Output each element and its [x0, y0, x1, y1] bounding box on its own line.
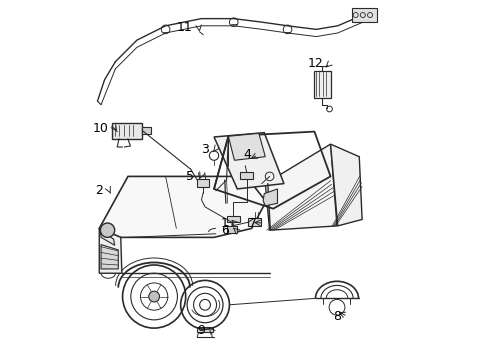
Polygon shape — [142, 127, 151, 134]
Text: 6: 6 — [221, 224, 229, 237]
Polygon shape — [99, 228, 122, 273]
Polygon shape — [227, 226, 237, 233]
Polygon shape — [247, 218, 260, 226]
Text: 8: 8 — [333, 310, 341, 323]
Text: 10: 10 — [92, 122, 108, 135]
Polygon shape — [314, 71, 330, 98]
Polygon shape — [351, 8, 376, 22]
Polygon shape — [112, 123, 142, 139]
Text: 1: 1 — [220, 216, 228, 230]
Text: 2: 2 — [95, 184, 102, 197]
Text: 4: 4 — [244, 148, 251, 161]
Polygon shape — [330, 144, 362, 226]
Text: 9: 9 — [197, 324, 204, 337]
Polygon shape — [240, 172, 253, 179]
Polygon shape — [265, 144, 336, 230]
Polygon shape — [197, 179, 209, 187]
Text: 5: 5 — [186, 170, 194, 183]
Polygon shape — [226, 216, 240, 222]
Polygon shape — [99, 176, 265, 237]
Polygon shape — [228, 134, 265, 160]
Circle shape — [148, 291, 159, 302]
Polygon shape — [263, 189, 277, 206]
Polygon shape — [214, 133, 284, 189]
Polygon shape — [101, 244, 118, 269]
Text: 11: 11 — [176, 21, 192, 34]
Polygon shape — [197, 327, 212, 332]
Circle shape — [100, 223, 115, 237]
Polygon shape — [100, 230, 115, 245]
Text: 7: 7 — [248, 216, 257, 230]
Text: 3: 3 — [201, 143, 208, 156]
Text: 12: 12 — [307, 57, 323, 70]
